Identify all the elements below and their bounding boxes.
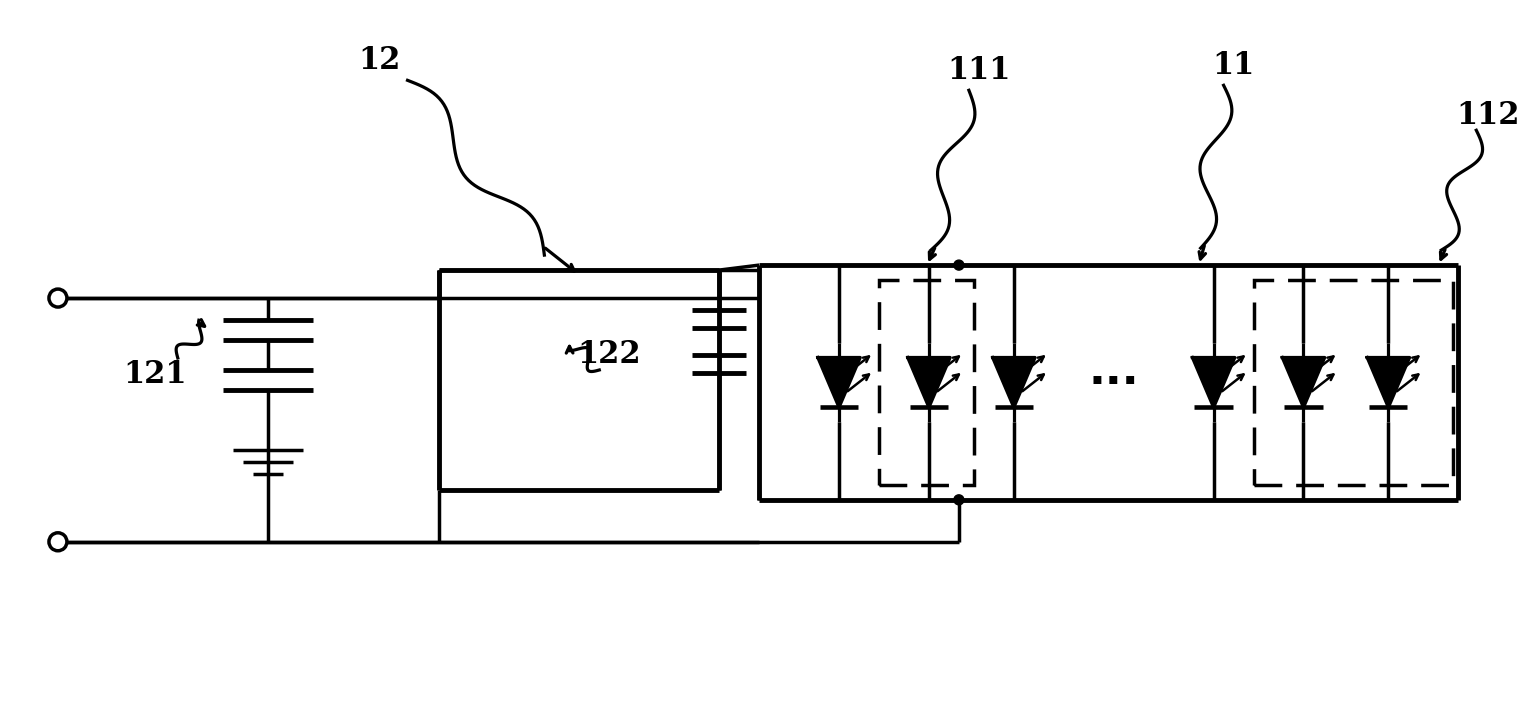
Polygon shape [1367,358,1410,408]
Bar [879,280,974,485]
Circle shape [954,260,963,270]
Circle shape [954,495,963,505]
Bar [1254,280,1454,485]
Polygon shape [992,358,1035,408]
Text: 111: 111 [948,55,1010,86]
Polygon shape [818,358,860,408]
Text: 112: 112 [1457,100,1519,131]
Polygon shape [1192,358,1234,408]
Text: 121: 121 [123,360,186,391]
Text: 11: 11 [1213,50,1254,81]
Text: 122: 122 [578,339,642,370]
Text: ···: ··· [1088,361,1138,404]
Polygon shape [908,358,949,408]
Text: 12: 12 [358,45,401,76]
Polygon shape [1282,358,1324,408]
